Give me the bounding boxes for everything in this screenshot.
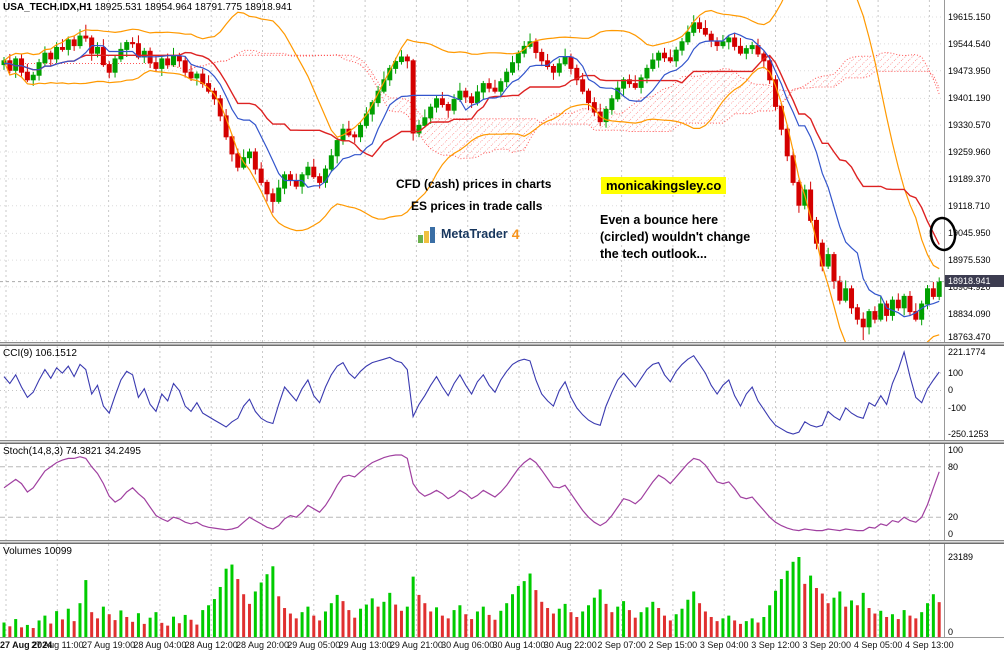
scale-value: 18834.090 [948, 308, 991, 319]
scale-value: 19330.570 [948, 120, 991, 131]
time-label: 27 Aug 19:00 [82, 640, 136, 650]
scale-value: 19401.190 [948, 93, 991, 104]
scale-value: 221.1774 [948, 347, 986, 357]
scale-value: 100 [948, 445, 964, 455]
annotation-note: Even a bounce here (circled) wouldn't ch… [600, 212, 750, 263]
time-label: 2 Sep 15:00 [648, 640, 698, 650]
scale-value: 19189.370 [948, 173, 991, 184]
volume-chart[interactable] [0, 544, 944, 637]
scale-value: 19045.950 [948, 228, 991, 239]
time-axis[interactable]: 27 Aug 2024 27 Aug 11:00 27 Aug 19:00 28 Au… [0, 637, 1004, 653]
time-label: 28 Aug 12:00 [184, 640, 238, 650]
time-label: 27 Aug 2024 [0, 640, 53, 650]
note-line2: (circled) wouldn't change [600, 230, 751, 244]
scale-value: 19259.960 [948, 147, 991, 157]
stochastic-label: Stoch(14,8,3) 74.3821 34.2495 [3, 446, 141, 457]
note-line3: the tech outlook... [600, 247, 707, 261]
scale-value: 0 [948, 385, 954, 396]
time-label: 27 Aug 11:00 [31, 640, 84, 650]
scale-value: 100 [948, 368, 964, 379]
metatrader-wordmark: MetaTrader [441, 227, 508, 241]
scale-value: 19118.710 [948, 200, 990, 211]
volume-scale[interactable]: 23189 0 [944, 544, 1004, 637]
symbol-ohlc-label: USA_TECH.IDX,H1 18925.531 18954.964 1879… [3, 2, 292, 13]
scale-value: -100 [948, 402, 967, 413]
price-scale[interactable]: 19615.150 19544.540 19473.950 19401.190 1933… [944, 0, 1004, 342]
time-label: 28 Aug 04:00 [133, 640, 187, 650]
time-label: 3 Sep 20:00 [802, 640, 852, 650]
time-label: 30 Aug 22:00 [543, 640, 597, 650]
panel-divider-3[interactable] [0, 540, 1004, 544]
time-label: 3 Sep 12:00 [751, 640, 800, 650]
time-label: 4 Sep 05:00 [853, 640, 903, 650]
current-price-badge: 18918.941 [945, 274, 1004, 287]
cci-scale[interactable]: 221.1774 100 0 -100 -250.1253 [944, 346, 1004, 440]
main-chart-panel: 19615.150 19544.540 19473.950 19401.190 1933… [0, 0, 1004, 342]
stochastic-indicator-chart[interactable] [0, 444, 944, 540]
hand-drawn-circle [929, 216, 957, 252]
scale-value: 0 [948, 529, 954, 539]
time-label: 3 Sep 04:00 [699, 640, 749, 650]
candlestick-chart[interactable] [0, 0, 944, 342]
metatrader-logo: MetaTrader 4 [417, 224, 520, 244]
scale-value: 20 [948, 512, 959, 523]
scale-value: -250.1253 [948, 429, 989, 439]
time-label: 4 Sep 13:00 [905, 640, 954, 650]
panel-divider-2[interactable] [0, 440, 1004, 444]
scale-value: 80 [948, 461, 959, 472]
symbol-name: USA_TECH.IDX,H1 [3, 2, 92, 13]
scale-value: 0 [948, 627, 954, 637]
time-label: 30 Aug 14:00 [492, 640, 546, 650]
scale-value: 19473.950 [948, 65, 991, 76]
time-label: 29 Aug 21:00 [389, 640, 443, 650]
cci-panel: 221.1774 100 0 -100 -250.1253 CCI(9) 106.151… [0, 346, 1004, 440]
metatrader-4: 4 [511, 226, 520, 242]
time-label: 28 Aug 20:00 [235, 640, 290, 650]
scale-value: 18763.470 [948, 332, 991, 342]
ohlc-values: 18925.531 18954.964 18791.775 18918.941 [94, 2, 293, 13]
stochastic-scale[interactable]: 100 80 20 0 [944, 444, 1004, 540]
annotation-cfd-line2: ES prices in trade calls [411, 199, 543, 213]
scale-value: 23189 [948, 552, 974, 562]
volume-panel: 23189 0 Volumes 10099 [0, 544, 1004, 637]
scale-value: 18904.920 [948, 281, 991, 292]
volume-label: Volumes 10099 [3, 546, 72, 557]
stochastic-panel: 100 80 20 0 Stoch(14,8,3) 74.3821 34.2495 [0, 444, 1004, 540]
annotation-cfd-line1: CFD (cash) prices in charts [396, 177, 552, 191]
time-label: 30 Aug 06:00 [441, 640, 495, 650]
scale-value: 18975.530 [948, 255, 991, 266]
scale-value: 19544.540 [948, 38, 991, 49]
brand-watermark: monicakingsley.co [601, 177, 727, 194]
note-line1: Even a bounce here [600, 213, 719, 227]
scale-value: 19615.150 [948, 12, 991, 23]
metatrader-icon [418, 227, 435, 243]
time-label: 2 Sep 07:00 [597, 640, 646, 650]
cci-label: CCI(9) 106.1512 [3, 348, 77, 359]
time-label: 29 Aug 13:00 [338, 640, 392, 650]
cci-indicator-chart[interactable] [0, 346, 944, 440]
time-label: 29 Aug 05:00 [287, 640, 341, 650]
panel-divider-1[interactable] [0, 342, 1004, 346]
